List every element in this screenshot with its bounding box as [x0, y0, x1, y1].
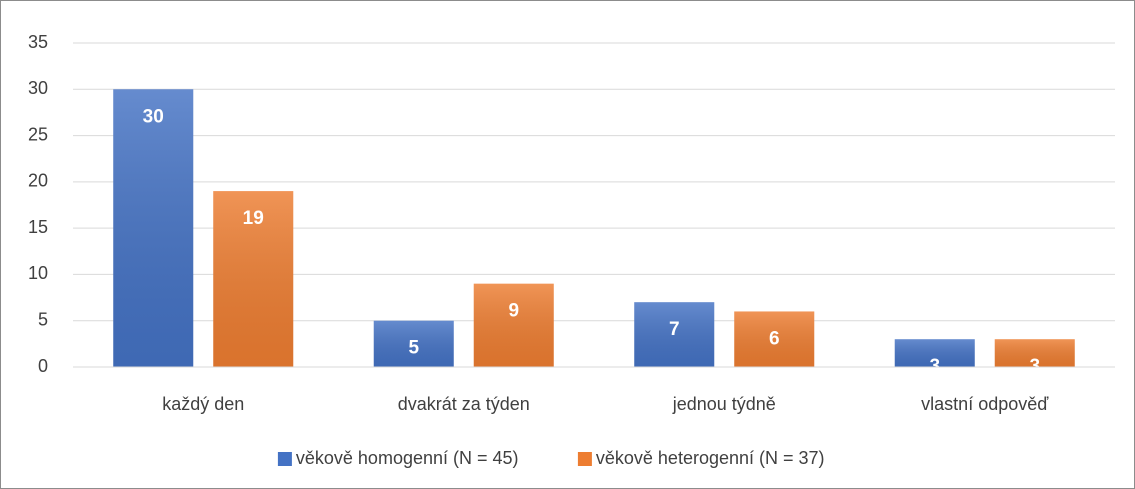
x-tick-label: vlastní odpověď	[921, 394, 1049, 414]
x-tick-label: každý den	[162, 394, 244, 414]
data-label: 9	[508, 301, 519, 322]
y-tick-label: 5	[38, 309, 48, 329]
legend-label: věkově homogenní (N = 45)	[296, 448, 519, 468]
y-tick-label: 25	[28, 124, 48, 144]
bar	[473, 283, 554, 367]
y-tick-label: 30	[28, 78, 48, 98]
x-tick-label: dvakrát za týden	[398, 394, 530, 414]
legend-label: věkově heterogenní (N = 37)	[596, 448, 825, 468]
x-tick-label: jednou týdně	[672, 394, 776, 414]
y-tick-label: 0	[38, 356, 48, 376]
legend-swatch	[277, 452, 292, 466]
y-tick-label: 15	[28, 217, 48, 237]
legend-swatch	[577, 452, 592, 466]
data-label: 7	[669, 319, 680, 340]
data-label: 6	[769, 328, 780, 349]
data-label: 19	[243, 208, 264, 229]
data-label: 5	[408, 338, 419, 359]
y-tick-label: 20	[28, 171, 48, 191]
y-tick-label: 35	[28, 32, 48, 52]
y-tick-label: 10	[28, 263, 48, 283]
data-label: 30	[143, 106, 164, 127]
bar	[113, 89, 194, 368]
